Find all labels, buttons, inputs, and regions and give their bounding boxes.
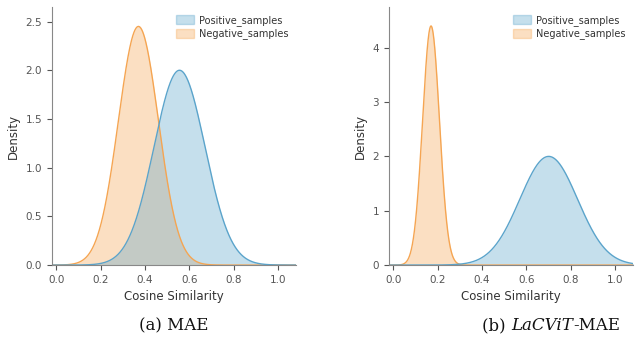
Text: (a) MAE: (a) MAE xyxy=(139,317,209,334)
Legend: Positive_samples, Negative_samples: Positive_samples, Negative_samples xyxy=(173,12,291,42)
X-axis label: Cosine Similarity: Cosine Similarity xyxy=(124,291,224,303)
X-axis label: Cosine Similarity: Cosine Similarity xyxy=(461,291,561,303)
Text: (b): (b) xyxy=(482,317,511,334)
Text: LaCViT: LaCViT xyxy=(511,317,573,334)
Y-axis label: Density: Density xyxy=(7,114,20,159)
Text: -MAE: -MAE xyxy=(573,317,620,334)
Y-axis label: Density: Density xyxy=(354,114,367,159)
Legend: Positive_samples, Negative_samples: Positive_samples, Negative_samples xyxy=(511,12,628,42)
